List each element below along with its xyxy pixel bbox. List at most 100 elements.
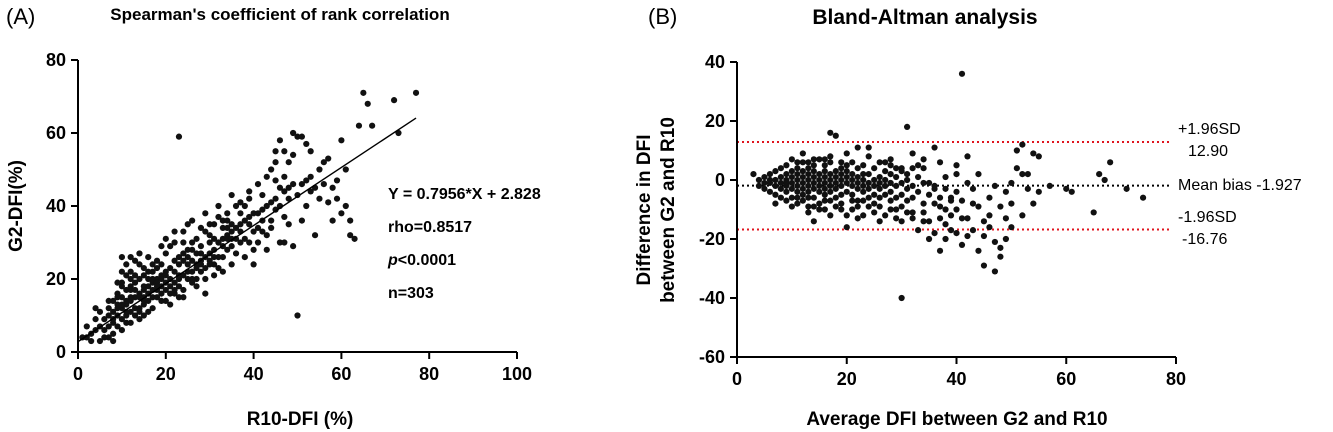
panel-a-point <box>285 221 292 228</box>
panel-a: (A) Spearman's coefficient of rank corre… <box>6 4 541 430</box>
panel-b-point <box>755 182 763 189</box>
panel-a-point <box>118 301 125 308</box>
panel-b-point <box>1030 200 1037 207</box>
panel-a-point <box>268 224 275 231</box>
panel-a-point <box>228 261 235 268</box>
panel-b-point <box>854 203 861 210</box>
panel-b-point <box>860 176 867 184</box>
panel-a-point <box>145 290 152 297</box>
panel-b-point <box>860 162 867 169</box>
panel-a-point <box>175 261 183 268</box>
panel-a-point <box>193 250 200 257</box>
panel-b-point <box>1013 147 1020 154</box>
panel-b-point <box>1139 194 1147 201</box>
panel-b-point <box>788 203 795 210</box>
panel-a-point <box>246 221 253 228</box>
panel-a-point <box>110 330 117 337</box>
panel-b-point <box>832 194 839 201</box>
panel-b-point <box>980 218 988 225</box>
panel-b-point <box>805 203 812 210</box>
panel-b-point <box>914 188 922 195</box>
panel-b-point <box>936 215 944 222</box>
panel-b-point <box>876 173 883 181</box>
panel-a-point <box>158 290 165 297</box>
panel-a-point <box>145 283 152 290</box>
panel-b-point <box>1030 150 1037 157</box>
panel-a-point <box>193 235 200 242</box>
panel-a-point <box>114 279 121 286</box>
panel-a-point <box>127 275 134 283</box>
panel-a-x-tick-label: 0 <box>73 364 83 384</box>
panel-b-point <box>838 165 845 172</box>
panel-b-point <box>827 197 834 204</box>
panel-b-point <box>849 206 856 213</box>
panel-a-point <box>162 297 169 304</box>
panel-a-point <box>329 184 336 191</box>
panel-b-point <box>975 171 982 178</box>
panel-b-point <box>788 168 795 175</box>
panel-a-point <box>193 264 200 272</box>
panel-a-point <box>281 188 288 195</box>
panel-b-point <box>838 182 845 189</box>
panel-b-point <box>871 165 878 172</box>
panel-a-point <box>215 239 222 246</box>
panel-a-point <box>180 257 187 264</box>
panel-b-point <box>854 197 861 204</box>
panel-b-point <box>827 153 834 160</box>
panel-a-point <box>105 312 112 319</box>
panel-a-point <box>92 305 99 312</box>
panel-b-point <box>942 221 949 228</box>
panel-b-point <box>854 179 861 187</box>
panel-b-point <box>865 153 872 160</box>
panel-b-point <box>893 182 900 189</box>
panel-a-point <box>149 275 156 283</box>
panel-a-point <box>202 290 209 297</box>
panel-b-y-tick-label: 20 <box>705 111 725 131</box>
panel-b-point <box>821 168 828 175</box>
panel-b-x-tick-label: 0 <box>732 369 742 389</box>
panel-b-point <box>854 185 861 192</box>
panel-a-point <box>101 316 108 323</box>
panel-a-point <box>171 257 178 264</box>
panel-b-point <box>777 173 785 181</box>
panel-b-point <box>777 185 785 192</box>
panel-a-point <box>202 264 209 272</box>
panel-a-point <box>342 202 349 210</box>
panel-a-point <box>140 264 147 272</box>
panel-a-point <box>105 334 112 341</box>
panel-b-point <box>827 171 834 178</box>
panel-a-point <box>206 239 213 246</box>
panel-b-point <box>1019 141 1026 148</box>
panel-a-point <box>145 268 152 275</box>
panel-a-point <box>145 254 152 261</box>
panel-b-title: Bland-Altman analysis <box>812 6 1037 29</box>
panel-a-point <box>167 243 174 250</box>
panel-b-point <box>936 247 944 254</box>
panel-a-point <box>118 316 125 323</box>
panel-b-point <box>1063 185 1070 192</box>
panel-b-point <box>958 70 966 77</box>
panel-b-y-tick-label: 40 <box>705 52 725 72</box>
panel-a-point <box>237 239 244 246</box>
panel-b-point <box>805 176 812 184</box>
panel-a-point <box>136 294 143 301</box>
panel-a-point <box>219 235 226 242</box>
panel-b-point <box>986 224 993 231</box>
panel-b-point <box>871 176 878 184</box>
panel-a-point <box>153 294 161 301</box>
panel-b-point <box>964 215 971 222</box>
panel-b-point <box>942 173 949 181</box>
panel-a-point <box>303 177 310 184</box>
panel-a-x-tick-label: 60 <box>331 364 351 384</box>
panel-a-point <box>237 199 244 206</box>
panel-a-point <box>246 188 253 195</box>
panel-b-point <box>799 159 806 166</box>
panel-a-point <box>237 221 244 228</box>
panel-a-point <box>118 283 125 290</box>
panel-a-point <box>175 294 183 301</box>
panel-a-point <box>162 272 169 279</box>
panel-a-point <box>127 254 134 261</box>
panel-a-point <box>219 217 226 224</box>
panel-a-point <box>232 235 240 242</box>
panel-a-point <box>140 272 147 279</box>
